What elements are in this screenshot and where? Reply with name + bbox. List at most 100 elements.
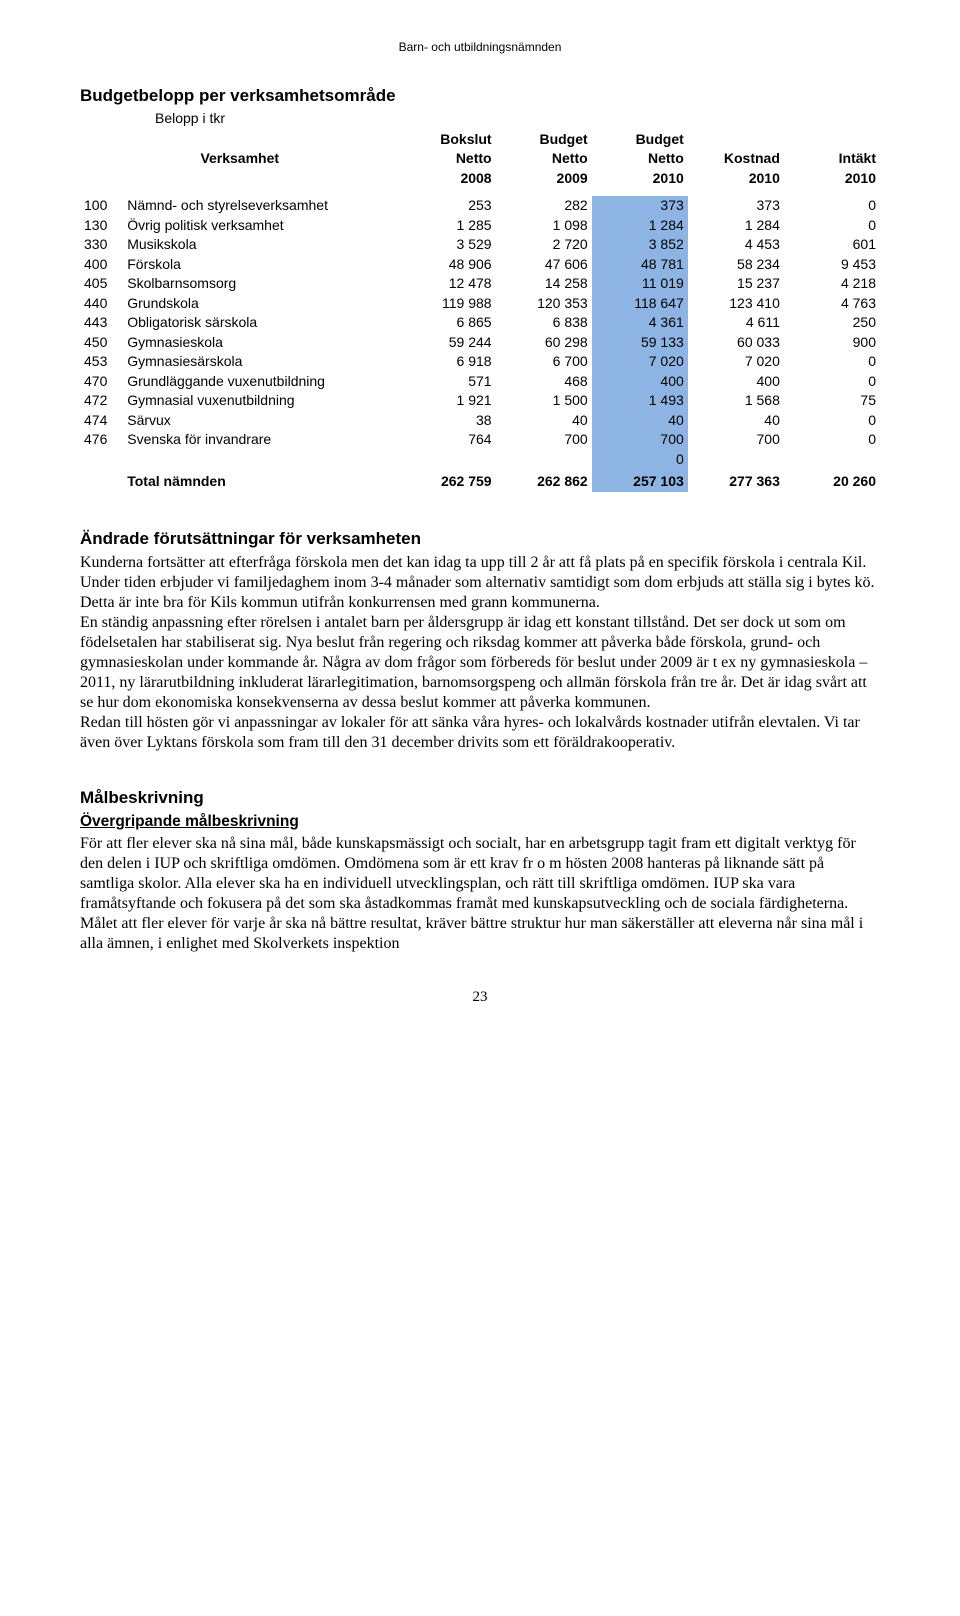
table-cell: 38 xyxy=(400,411,496,431)
hdr-blank4 xyxy=(80,169,400,189)
table-cell: Särvux xyxy=(123,411,399,431)
table-header-row-1: Bokslut Budget Budget xyxy=(80,130,880,150)
table-cell: 6 700 xyxy=(496,352,592,372)
table-cell: Gymnasieskola xyxy=(123,333,399,353)
changed-conditions-title: Ändrade förutsättningar för verksamheten xyxy=(80,528,880,549)
table-cell: 1 285 xyxy=(400,216,496,236)
table-cell: 330 xyxy=(80,235,123,255)
table-cell: 400 xyxy=(592,372,688,392)
table-cell: 250 xyxy=(784,313,880,333)
table-cell: 59 244 xyxy=(400,333,496,353)
table-cell: 48 781 xyxy=(592,255,688,275)
page-number: 23 xyxy=(80,988,880,1007)
table-cell: 764 xyxy=(400,430,496,450)
budget-table: Bokslut Budget Budget Verksamhet Netto N… xyxy=(80,130,880,492)
table-cell: 450 xyxy=(80,333,123,353)
goal-description-block: Målbeskrivning Övergripande målbeskrivni… xyxy=(80,787,880,954)
table-cell: 0 xyxy=(784,411,880,431)
table-cell: Obligatorisk särskola xyxy=(123,313,399,333)
table-cell: 6 918 xyxy=(400,352,496,372)
table-cell: Gymnasial vuxenutbildning xyxy=(123,391,399,411)
table-cell xyxy=(123,450,399,470)
table-row: 100Nämnd- och styrelseverksamhet25328237… xyxy=(80,196,880,216)
table-cell xyxy=(400,450,496,470)
hdr-netto2: Netto xyxy=(496,149,592,169)
table-header-row-3: 2008 2009 2010 2010 2010 xyxy=(80,169,880,189)
hdr-blank3 xyxy=(784,130,880,150)
goal-description-body: För att fler elever ska nå sina mål, båd… xyxy=(80,834,880,954)
table-row: 472Gymnasial vuxenutbildning1 9211 500 1 … xyxy=(80,391,880,411)
table-cell: 12 478 xyxy=(400,274,496,294)
table-cell: 262 759 xyxy=(400,469,496,492)
table-cell: 48 906 xyxy=(400,255,496,275)
table-row: 450Gymnasieskola59 24460 29859 13360 033… xyxy=(80,333,880,353)
table-cell: 120 353 xyxy=(496,294,592,314)
table-cell: 443 xyxy=(80,313,123,333)
table-cell xyxy=(688,450,784,470)
spacer-cell xyxy=(80,188,880,196)
table-cell: 47 606 xyxy=(496,255,592,275)
hdr-netto1: Netto xyxy=(400,149,496,169)
table-cell: 58 234 xyxy=(688,255,784,275)
table-cell: 277 363 xyxy=(688,469,784,492)
table-cell: Nämnd- och styrelseverksamhet xyxy=(123,196,399,216)
table-cell: Övrig politisk verksamhet xyxy=(123,216,399,236)
table-row: 330Musikskola3 5292 7203 8524 453601 xyxy=(80,235,880,255)
hdr-verksamhet: Verksamhet xyxy=(80,149,400,169)
hdr-blank2 xyxy=(688,130,784,150)
table-cell: Förskola xyxy=(123,255,399,275)
table-cell: 0 xyxy=(784,372,880,392)
table-cell: 1 500 xyxy=(496,391,592,411)
table-row: 474Särvux384040400 xyxy=(80,411,880,431)
table-cell: 40 xyxy=(592,411,688,431)
table-cell: 700 xyxy=(688,430,784,450)
table-cell: 1 921 xyxy=(400,391,496,411)
table-cell xyxy=(80,469,123,492)
table-cell: Gymnasiesärskola xyxy=(123,352,399,372)
budget-table-subtitle: Belopp i tkr xyxy=(155,110,880,128)
hdr-budget1: Budget xyxy=(496,130,592,150)
hdr-blank xyxy=(80,130,400,150)
table-cell: 262 862 xyxy=(496,469,592,492)
table-cell: 59 133 xyxy=(592,333,688,353)
budget-table-title: Budgetbelopp per verksamhetsområde xyxy=(80,85,880,106)
table-cell: 476 xyxy=(80,430,123,450)
table-cell: 400 xyxy=(80,255,123,275)
table-cell: 119 988 xyxy=(400,294,496,314)
table-cell: 1 568 xyxy=(688,391,784,411)
body-paragraph: Kunderna fortsätter att efterfråga försk… xyxy=(80,553,880,613)
table-cell: 1 284 xyxy=(592,216,688,236)
table-cell: 373 xyxy=(688,196,784,216)
table-cell: 6 865 xyxy=(400,313,496,333)
table-cell: 0 xyxy=(784,430,880,450)
table-cell: 4 763 xyxy=(784,294,880,314)
table-cell: 0 xyxy=(784,196,880,216)
goal-description-title: Målbeskrivning xyxy=(80,787,880,808)
body-paragraph: En ständig anpassning efter rörelsen i a… xyxy=(80,613,880,713)
table-cell: Total nämnden xyxy=(123,469,399,492)
table-cell: 7 020 xyxy=(688,352,784,372)
table-cell: 282 xyxy=(496,196,592,216)
table-row: 130Övrig politisk verksamhet1 2851 0981 … xyxy=(80,216,880,236)
table-cell: 3 852 xyxy=(592,235,688,255)
table-cell: Svenska för invandrare xyxy=(123,430,399,450)
table-header-row-2: Verksamhet Netto Netto Netto Kostnad Int… xyxy=(80,149,880,169)
hdr-2008: 2008 xyxy=(400,169,496,189)
table-cell: 700 xyxy=(496,430,592,450)
changed-conditions-block: Ändrade förutsättningar för verksamheten… xyxy=(80,528,880,753)
table-cell: 472 xyxy=(80,391,123,411)
table-cell: 60 298 xyxy=(496,333,592,353)
page-header: Barn- och utbildningsnämnden xyxy=(80,40,880,55)
hdr-kostnad: Kostnad xyxy=(688,149,784,169)
table-cell: 118 647 xyxy=(592,294,688,314)
table-row: 453Gymnasiesärskola6 9186 7007 0207 0200 xyxy=(80,352,880,372)
table-cell: 1 098 xyxy=(496,216,592,236)
table-cell: 0 xyxy=(784,352,880,372)
table-cell: 75 xyxy=(784,391,880,411)
table-cell: 601 xyxy=(784,235,880,255)
table-cell: 1 284 xyxy=(688,216,784,236)
goal-description-paragraph: För att fler elever ska nå sina mål, båd… xyxy=(80,834,880,954)
hdr-2010b: 2010 xyxy=(688,169,784,189)
table-cell: 15 237 xyxy=(688,274,784,294)
changed-conditions-body: Kunderna fortsätter att efterfråga försk… xyxy=(80,553,880,753)
